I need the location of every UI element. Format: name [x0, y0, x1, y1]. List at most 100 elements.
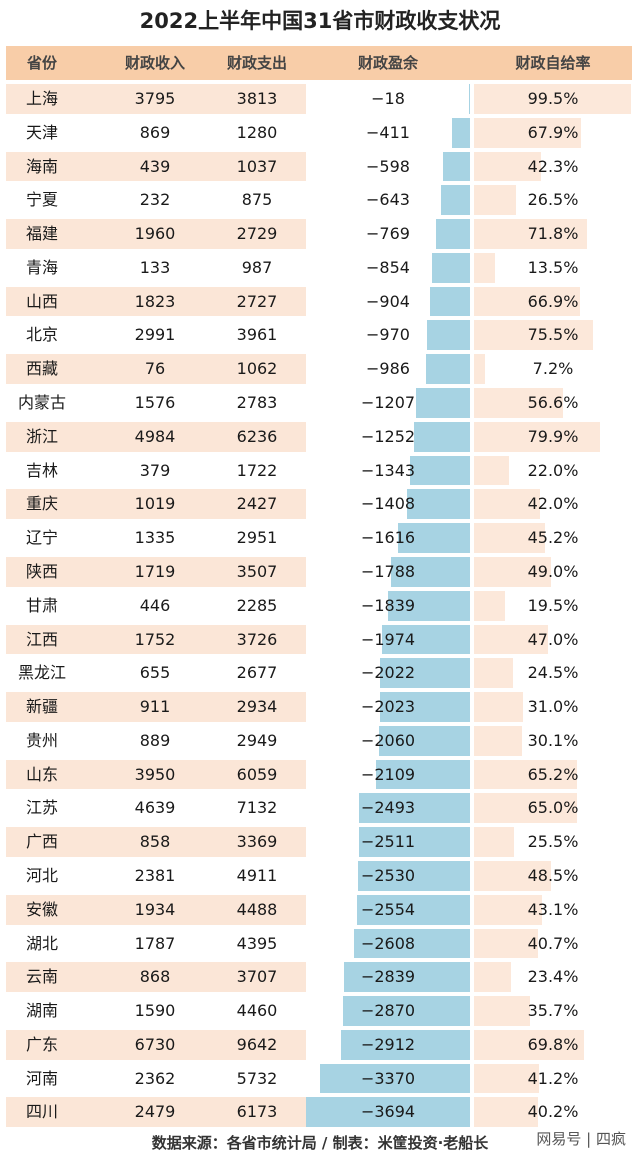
row-band — [6, 860, 306, 891]
province-cell: 浙江 — [25, 426, 58, 446]
rate-cell: 48.5% — [527, 865, 579, 885]
table-row: 贵州 889 2949 −2060 30.1% — [6, 724, 632, 758]
surplus-bar — [341, 1029, 470, 1060]
table-row: 吉林 379 1722 −1343 22.0% — [6, 454, 632, 488]
table-row: 青海 133 987 −854 13.5% — [6, 251, 632, 285]
income-cell: 1335 — [134, 528, 176, 548]
rate-fill — [474, 388, 563, 418]
rate-cell: 65.0% — [527, 798, 579, 818]
province-cell: 宁夏 — [25, 190, 58, 210]
table-row: 福建 1960 2729 −769 71.8% — [6, 217, 632, 251]
table-row: 宁夏 232 875 −643 26.5% — [6, 183, 632, 217]
surplus-bar — [359, 827, 470, 857]
rate-cell: 71.8% — [527, 224, 579, 244]
rate-cell: 22.0% — [527, 460, 579, 480]
surplus-cell: −2870 — [360, 1001, 416, 1021]
expense-cell: 4460 — [236, 1001, 278, 1021]
surplus-bar — [426, 354, 470, 385]
surplus-cell: −1408 — [360, 494, 416, 514]
income-cell: 446 — [139, 595, 171, 615]
row-band — [6, 354, 306, 385]
surplus-cell: −2530 — [360, 865, 416, 885]
expense-cell: 1062 — [236, 359, 278, 379]
rate-fill — [474, 489, 540, 520]
surplus-bar — [343, 996, 470, 1026]
income-cell: 3795 — [134, 89, 176, 108]
expense-cell: 2677 — [236, 663, 278, 683]
surplus-cell: −2022 — [360, 663, 416, 683]
row-band — [6, 894, 306, 925]
rate-cell: 7.2% — [532, 359, 574, 379]
surplus-bar — [357, 894, 470, 925]
rate-fill — [474, 624, 548, 655]
province-cell: 山西 — [25, 291, 58, 311]
surplus-bar — [306, 1097, 470, 1128]
surplus-bar — [407, 489, 470, 520]
rate-fill — [474, 523, 545, 553]
income-cell: 858 — [139, 832, 171, 852]
province-cell: 辽宁 — [25, 528, 58, 548]
income-cell: 1960 — [134, 224, 176, 244]
income-cell: 133 — [139, 257, 171, 277]
surplus-bar — [358, 860, 470, 891]
row-band — [6, 489, 306, 520]
income-cell: 1787 — [134, 933, 176, 953]
rate-cell: 23.4% — [527, 967, 579, 987]
rate-cell: 41.2% — [527, 1068, 579, 1088]
rate-fill — [474, 117, 581, 148]
income-cell: 1576 — [134, 393, 176, 413]
table-row: 河北 2381 4911 −2530 48.5% — [6, 859, 632, 893]
table-body: 上海 3795 3813 −18 99.5% 天津 869 1280 −411 67.9% 海南 43… — [6, 82, 632, 1129]
province-cell: 安徽 — [25, 899, 58, 919]
table-row: 安徽 1934 4488 −2554 43.1% — [6, 893, 632, 927]
table-row: 江苏 4639 7132 −2493 65.0% — [6, 791, 632, 825]
table-row: 江西 1752 3726 −1974 47.0% — [6, 623, 632, 657]
rate-cell: 40.2% — [527, 1102, 579, 1122]
surplus-cell: −1343 — [360, 460, 416, 480]
income-cell: 2362 — [134, 1068, 176, 1088]
surplus-bar — [432, 252, 470, 283]
income-cell: 379 — [139, 460, 171, 480]
province-cell: 河南 — [25, 1068, 58, 1088]
surplus-cell: −1252 — [360, 426, 416, 446]
rate-fill — [474, 1029, 584, 1060]
surplus-cell: −2493 — [360, 798, 416, 818]
row-band — [6, 320, 306, 351]
expense-cell: 2949 — [236, 730, 278, 750]
expense-cell: 1037 — [236, 156, 278, 176]
surplus-cell: −904 — [366, 291, 410, 311]
rate-cell: 49.0% — [527, 561, 579, 581]
surplus-bar — [380, 658, 470, 689]
rate-cell: 25.5% — [527, 832, 579, 852]
rate-fill — [474, 556, 551, 587]
expense-cell: 3726 — [236, 629, 278, 649]
row-band — [6, 658, 306, 689]
surplus-cell: −1788 — [360, 561, 416, 581]
rate-cell: 66.9% — [527, 291, 579, 311]
province-cell: 河北 — [25, 865, 58, 885]
rate-fill — [474, 996, 530, 1026]
rate-fill — [474, 421, 600, 452]
row-band — [6, 455, 306, 486]
income-cell: 655 — [139, 663, 171, 683]
row-band — [6, 725, 306, 756]
expense-cell: 3507 — [236, 561, 278, 581]
expense-cell: 5732 — [236, 1068, 278, 1088]
row-band — [6, 219, 306, 249]
header-income: 财政收入 — [124, 54, 185, 72]
header-self-sufficiency: 财政自给率 — [515, 54, 591, 72]
expense-cell: 3961 — [236, 325, 278, 345]
province-cell: 北京 — [25, 325, 58, 345]
table-header: 省份 财政收入 财政支出 财政盈余 财政自给率 — [6, 46, 632, 80]
rate-fill — [474, 827, 514, 857]
province-cell: 陕西 — [25, 561, 58, 581]
province-cell: 天津 — [25, 122, 58, 142]
surplus-bar — [441, 185, 470, 216]
rate-cell: 99.5% — [527, 89, 579, 108]
row-band — [6, 252, 306, 283]
row-band — [6, 759, 306, 790]
expense-cell: 4488 — [236, 899, 278, 919]
rate-cell: 24.5% — [527, 663, 579, 683]
rate-fill — [474, 286, 580, 317]
income-cell: 868 — [139, 967, 171, 987]
